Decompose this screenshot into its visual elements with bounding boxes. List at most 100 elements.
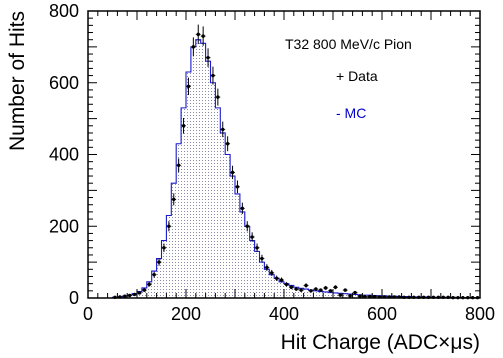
data-point bbox=[333, 285, 338, 290]
data-point bbox=[254, 243, 260, 253]
data-marker bbox=[333, 285, 338, 289]
data-point bbox=[323, 286, 329, 290]
data-marker bbox=[137, 291, 142, 295]
data-point bbox=[239, 202, 245, 214]
data-point bbox=[284, 282, 289, 287]
data-marker bbox=[167, 224, 171, 228]
x-tick-label: 800 bbox=[465, 304, 495, 324]
data-marker bbox=[225, 142, 230, 146]
data-point bbox=[328, 289, 333, 293]
data-marker bbox=[265, 265, 269, 270]
data-marker bbox=[216, 95, 220, 99]
data-marker bbox=[240, 206, 245, 211]
data-point bbox=[181, 117, 186, 134]
data-point bbox=[318, 288, 324, 292]
data-marker bbox=[206, 55, 210, 60]
data-point bbox=[298, 288, 304, 292]
data-marker bbox=[235, 185, 240, 189]
data-point bbox=[279, 277, 284, 283]
y-axis-title: Number of Hits bbox=[6, 11, 29, 151]
data-marker bbox=[319, 288, 323, 292]
x-tick-label: 200 bbox=[171, 304, 201, 324]
data-marker bbox=[172, 197, 176, 202]
data-marker bbox=[353, 290, 357, 295]
mc-series bbox=[111, 39, 480, 299]
y-tick-label: 400 bbox=[49, 145, 79, 165]
data-point bbox=[195, 24, 201, 45]
x-axis-title: Hit Charge (ADC×μs) bbox=[281, 331, 480, 354]
data-marker bbox=[279, 278, 284, 282]
data-marker bbox=[147, 282, 151, 287]
data-marker bbox=[176, 163, 181, 167]
x-tick-labels: 0 200 400 600 800 bbox=[83, 304, 495, 324]
data-point bbox=[225, 136, 231, 152]
y-tick-label: 600 bbox=[49, 73, 79, 93]
plot-frame bbox=[87, 10, 481, 299]
data-marker bbox=[181, 124, 186, 128]
data-point bbox=[156, 258, 162, 266]
data-point bbox=[171, 193, 177, 206]
data-marker bbox=[211, 73, 215, 78]
data-point bbox=[259, 254, 265, 263]
legend-data-entry: + Data bbox=[336, 68, 378, 84]
data-point bbox=[141, 288, 147, 292]
y-tick-label: 200 bbox=[49, 216, 79, 236]
data-marker bbox=[309, 289, 313, 293]
data-point bbox=[293, 287, 299, 291]
data-marker bbox=[304, 283, 308, 288]
data-point bbox=[264, 264, 270, 271]
data-point bbox=[249, 232, 255, 242]
data-point bbox=[132, 292, 137, 297]
data-marker bbox=[284, 282, 289, 287]
data-point bbox=[176, 158, 182, 173]
data-marker bbox=[142, 288, 147, 292]
data-marker bbox=[348, 294, 352, 298]
data-marker bbox=[270, 271, 274, 275]
data-point bbox=[200, 26, 206, 46]
data-marker bbox=[245, 224, 249, 228]
data-point bbox=[308, 289, 314, 293]
data-marker bbox=[196, 32, 200, 37]
x-tick-label: 400 bbox=[269, 304, 299, 324]
data-marker bbox=[358, 294, 362, 298]
data-marker bbox=[152, 272, 156, 277]
data-point bbox=[288, 285, 294, 290]
data-point bbox=[313, 287, 319, 291]
x-tick-label: 600 bbox=[367, 304, 397, 324]
data-marker bbox=[186, 84, 191, 89]
mc-histogram-fill bbox=[112, 39, 480, 298]
axis-ticks bbox=[87, 10, 481, 299]
data-point bbox=[274, 275, 280, 281]
data-marker bbox=[250, 235, 254, 239]
data-marker bbox=[299, 288, 303, 292]
data-marker bbox=[191, 45, 196, 49]
data-marker bbox=[132, 292, 137, 297]
data-point bbox=[342, 288, 348, 292]
data-marker bbox=[338, 293, 343, 297]
data-marker bbox=[323, 286, 328, 290]
data-point bbox=[210, 66, 216, 85]
data-marker bbox=[221, 127, 225, 132]
data-point bbox=[235, 180, 240, 194]
data-marker bbox=[123, 294, 127, 298]
data-marker bbox=[127, 293, 132, 298]
data-point bbox=[166, 221, 172, 232]
data-point bbox=[269, 269, 275, 276]
legend-title: T32 800 MeV/c Pion bbox=[285, 36, 412, 52]
data-point bbox=[205, 48, 211, 67]
data-marker bbox=[294, 287, 298, 291]
data-marker bbox=[289, 285, 294, 289]
data-point bbox=[122, 294, 128, 298]
data-marker bbox=[274, 276, 279, 280]
data-point bbox=[190, 37, 196, 57]
data-point bbox=[352, 290, 358, 295]
data-marker bbox=[255, 246, 259, 250]
data-point bbox=[230, 165, 235, 180]
data-point bbox=[357, 294, 363, 298]
y-tick-label: 800 bbox=[49, 1, 79, 21]
data-marker bbox=[162, 246, 166, 250]
data-point bbox=[337, 293, 343, 297]
legend-mc-entry: - MC bbox=[336, 105, 366, 121]
data-point bbox=[151, 271, 157, 278]
